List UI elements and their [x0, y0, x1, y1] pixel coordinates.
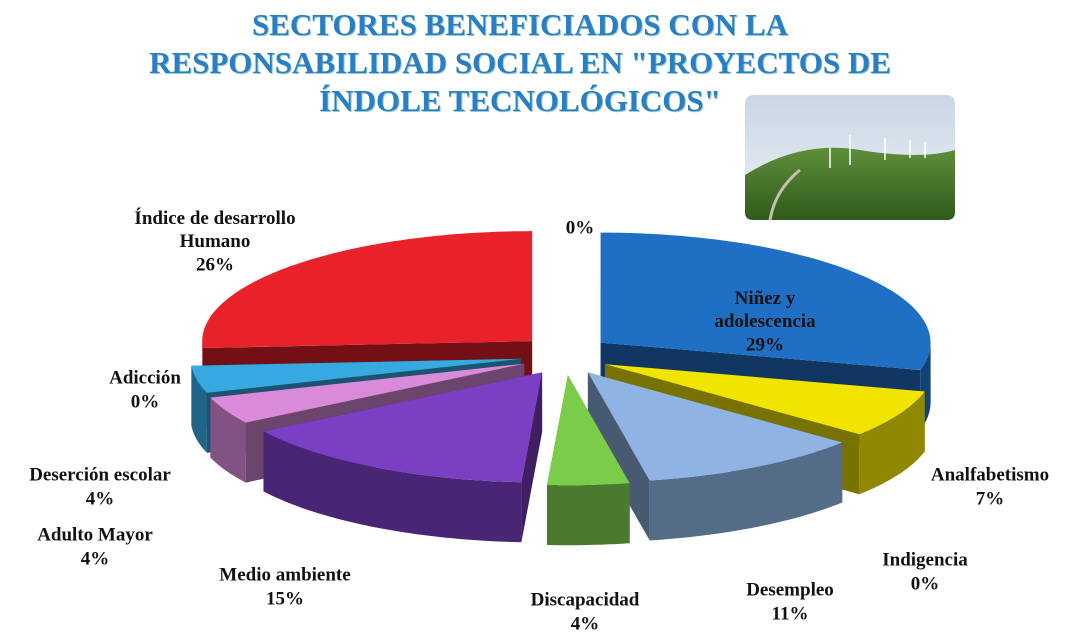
value-label: 7%	[975, 488, 1005, 509]
slice-label: Adicción	[109, 367, 181, 389]
chart-title: SECTORES BENEFICIADOS CON LA RESPONSABIL…	[149, 7, 891, 118]
value-label: 4%	[80, 548, 110, 569]
slice-label: Adulto Mayor	[37, 524, 153, 546]
value-label: 26%	[196, 254, 234, 276]
slice-side	[210, 397, 246, 483]
value-label: 0%	[130, 391, 160, 412]
slice-side	[263, 431, 522, 543]
slice	[202, 231, 533, 348]
slice	[600, 232, 931, 370]
slice-side	[191, 365, 207, 453]
value-label: 29%	[746, 334, 784, 356]
slice	[210, 363, 525, 423]
slice-label: Discapacidad	[530, 589, 640, 611]
slice-side	[547, 483, 630, 546]
slice-label: Analfabetismo	[930, 464, 1050, 486]
value-label: 4%	[570, 613, 600, 634]
value-label: 0%	[565, 217, 595, 239]
slice	[605, 364, 925, 435]
value-label: 0%	[910, 573, 940, 594]
slice	[547, 375, 630, 486]
slice-side	[859, 391, 925, 495]
slice	[191, 358, 521, 393]
slice	[263, 372, 543, 483]
slice-label: Deserción escolar	[29, 464, 171, 486]
slice-label: Índice de desarrollo Humano	[134, 208, 296, 252]
slice-label: Indigencia	[882, 549, 968, 571]
slice-side	[649, 442, 843, 541]
slice-wall	[587, 372, 650, 541]
value-label: 11%	[771, 603, 809, 624]
value-label: 4%	[85, 488, 115, 509]
slice-label: Medio ambiente	[219, 564, 351, 586]
slice-label: Niñez y adolescencia	[714, 288, 816, 332]
slice	[587, 372, 843, 481]
value-label: 15%	[266, 588, 304, 609]
photo	[745, 95, 955, 221]
slice-label: Desempleo	[746, 579, 834, 601]
